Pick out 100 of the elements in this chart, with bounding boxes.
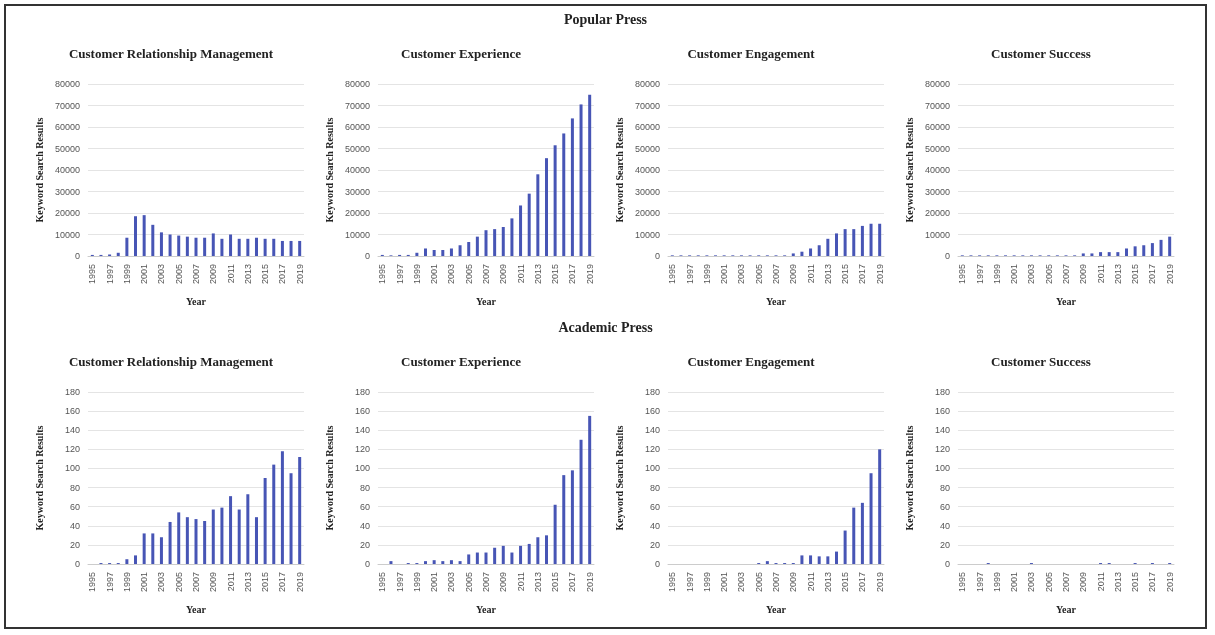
x-tick-label: 1995 [956, 572, 967, 593]
x-tick-label: 1995 [86, 264, 97, 285]
y-tick-label: 20000 [634, 208, 660, 218]
x-tick-label: 2009 [787, 572, 798, 593]
bar [544, 535, 548, 564]
bar [877, 449, 881, 564]
bar [561, 475, 565, 564]
bar [535, 537, 539, 564]
x-tick-label: 1997 [974, 572, 985, 593]
bar [150, 224, 154, 256]
bar [765, 561, 769, 564]
text: Academic Press [557, 319, 654, 337]
bar [492, 229, 496, 256]
x-axis-title: Year [185, 603, 207, 615]
x-tick-label: 2009 [497, 264, 508, 285]
y-tick-label: 80000 [344, 79, 370, 89]
x-tick-label: 2003 [735, 572, 746, 593]
y-tick-label: 140 [934, 425, 950, 436]
x-tick-label: 2011 [225, 264, 236, 284]
x-tick-label: 2003 [1025, 264, 1036, 285]
bar [211, 509, 215, 564]
x-tick-label: 2005 [753, 572, 764, 593]
x-tick-label: 2005 [753, 264, 764, 285]
x-tick-label: 2001 [718, 572, 729, 593]
bar [133, 555, 137, 564]
x-tick-label: 2013 [822, 264, 833, 285]
y-tick-label: 70000 [634, 100, 660, 111]
x-tick-label: 1999 [411, 264, 422, 285]
bar [228, 234, 232, 256]
y-tick-label: 140 [354, 425, 370, 436]
x-tick-label: 2011 [225, 572, 236, 592]
x-tick-label: 2011 [515, 572, 526, 592]
x-tick-label: 2013 [1112, 572, 1123, 593]
x-tick-label: 2007 [770, 572, 781, 593]
bar [159, 232, 163, 256]
chart-title: Customer Success [990, 354, 1091, 369]
y-tick-label: 40 [939, 520, 950, 531]
bar [1115, 252, 1119, 256]
y-tick-label: 100 [644, 463, 660, 474]
y-tick-label: 50000 [634, 143, 660, 154]
x-tick-label: 1997 [394, 264, 405, 285]
x-tick-label: 2003 [155, 572, 166, 593]
x-tick-label: 2015 [1129, 264, 1140, 285]
y-tick-label: 120 [934, 444, 950, 455]
x-tick-label: 2017 [856, 572, 867, 593]
x-axis-title: Year [1055, 603, 1077, 615]
y-tick-label: 180 [934, 387, 950, 397]
bar [423, 248, 427, 256]
x-tick-label: 2005 [173, 264, 184, 285]
bar [271, 238, 275, 256]
x-tick-label: 2001 [428, 264, 439, 285]
bar [484, 552, 487, 564]
bar [142, 533, 146, 564]
x-tick-label: 2001 [138, 264, 149, 285]
bar [237, 509, 241, 564]
x-tick-label: 2019 [584, 264, 595, 285]
x-tick-label: 2001 [1008, 572, 1019, 593]
x-tick-label: 1999 [991, 572, 1002, 593]
bar [1141, 245, 1145, 256]
bar [808, 248, 812, 256]
y-tick-label: 120 [644, 444, 660, 455]
x-tick-label: 2007 [190, 572, 201, 593]
x-tick-label: 2013 [822, 572, 833, 593]
x-tick-label: 1995 [376, 264, 387, 285]
x-tick-label: 2009 [1077, 264, 1088, 285]
chart-title: Customer Experience [400, 354, 521, 369]
bar [168, 521, 172, 564]
chart-title: Customer Relationship Management [68, 46, 274, 61]
y-tick-label: 50000 [924, 143, 950, 154]
bar [501, 545, 505, 564]
bar [116, 252, 120, 256]
bar [851, 229, 855, 256]
bar [194, 519, 197, 564]
bar [185, 236, 189, 256]
x-tick-label: 2013 [532, 572, 543, 593]
x-tick-label: 2015 [839, 572, 850, 593]
y-tick-label: 30000 [924, 186, 950, 197]
y-tick-label: 60000 [924, 122, 950, 132]
bar [834, 233, 838, 256]
x-tick-label: 2013 [242, 572, 253, 593]
x-tick-label: 2015 [1129, 572, 1140, 593]
y-tick-label: 60 [649, 501, 660, 512]
bar [432, 249, 436, 256]
x-tick-label: 2013 [242, 264, 253, 285]
y-tick-label: 160 [354, 406, 370, 417]
bar [535, 174, 539, 256]
bar [817, 556, 821, 564]
y-tick-label: 70000 [924, 100, 950, 111]
y-tick-label: 30000 [634, 186, 660, 197]
x-tick-label: 2007 [480, 572, 491, 593]
y-tick-label: 180 [64, 387, 80, 397]
bar [501, 226, 505, 256]
x-tick-label: 2009 [207, 264, 218, 285]
y-tick-label: 20 [69, 539, 80, 550]
x-tick-label: 1999 [701, 264, 712, 285]
bar [808, 555, 812, 564]
bar [237, 238, 241, 256]
y-tick-label: 0 [364, 251, 370, 261]
bar [1098, 252, 1102, 256]
x-tick-label: 2015 [839, 264, 850, 285]
